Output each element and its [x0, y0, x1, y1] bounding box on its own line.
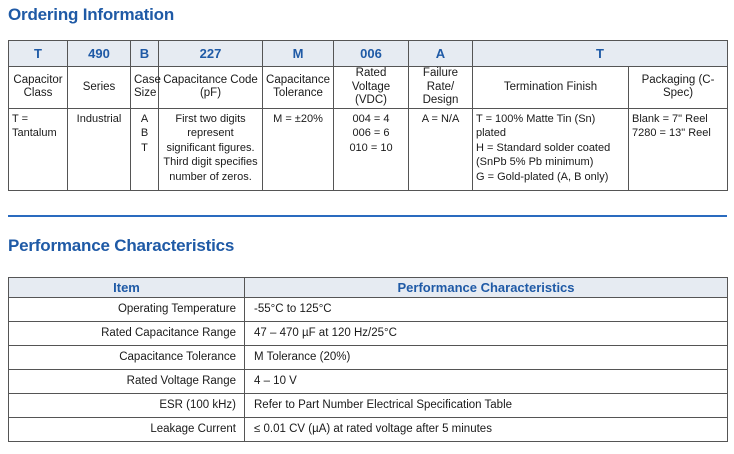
header-cell: Series: [67, 66, 131, 109]
header-cell: Rated Voltage (VDC): [333, 66, 409, 109]
code-cell: 006: [333, 40, 409, 67]
cell-line: T = 100% Matte Tin (Sn) plated: [476, 112, 596, 140]
value-cell: -55°C to 125°C: [244, 297, 728, 322]
item-cell: Operating Temperature: [8, 297, 245, 322]
rated-voltage-cell: 004 = 4 006 = 6 010 = 10: [333, 107, 409, 191]
header-row: Capacitor Class Series Case Size Capacit…: [8, 66, 729, 109]
item-cell: Rated Voltage Range: [8, 369, 245, 394]
header-cell: Termination Finish: [472, 66, 629, 109]
value-cell: 4 – 10 V: [244, 369, 728, 394]
performance-characteristics-table: Item Performance Characteristics Operati…: [8, 277, 728, 442]
capacitor-class-cell: T = Tantalum: [8, 107, 68, 191]
cell-line: number of zeros.: [169, 170, 252, 183]
ordering-information-table: T 490 B 227 M 006 A T Capacitor Class Se…: [8, 40, 729, 191]
part-code-row: T 490 B 227 M 006 A T: [8, 40, 729, 67]
table-row: Operating Temperature -55°C to 125°C: [8, 297, 728, 322]
header-cell: Case Size: [130, 66, 161, 109]
item-cell: Capacitance Tolerance: [8, 345, 245, 370]
item-column-header: Item: [8, 277, 245, 298]
cell-line: 006 = 6: [352, 127, 390, 139]
table-row: Rated Voltage Range 4 – 10 V: [8, 369, 728, 394]
item-cell: Rated Capacitance Range: [8, 321, 245, 346]
cell-line: 004 = 4: [352, 112, 390, 125]
cell-line: 010 = 10: [349, 141, 393, 154]
description-row: T = Tantalum Industrial A B T First two …: [8, 107, 729, 191]
cell-line: Industrial: [76, 112, 122, 125]
table-row: Capacitance Tolerance M Tolerance (20%): [8, 345, 728, 370]
cell-line: (SnPb 5% Pb minimum): [476, 156, 594, 168]
packaging-cell: Blank = 7" Reel 7280 = 13" Reel: [627, 107, 729, 191]
table-row: Leakage Current ≤ 0.01 CV (µA) at rated …: [8, 417, 728, 442]
table-header-row: Item Performance Characteristics: [8, 277, 728, 298]
cell-line: T =: [12, 112, 29, 125]
header-cell: Capacitor Class: [8, 66, 68, 109]
ordering-information-title: Ordering Information: [8, 5, 175, 24]
cell-line: represent: [187, 127, 234, 139]
header-cell: Capacitance Code (pF): [158, 66, 263, 109]
item-cell: Leakage Current: [8, 417, 245, 442]
cell-line: Tantalum: [12, 127, 57, 139]
code-cell: 227: [158, 40, 263, 67]
case-size-cell: A B T: [130, 107, 159, 191]
code-cell: T: [8, 40, 68, 67]
cell-line: M = ±20%: [273, 112, 323, 125]
cell-line: Third digit specifies: [163, 156, 258, 168]
performance-column-header: Performance Characteristics: [244, 277, 728, 298]
cell-line: T: [141, 141, 148, 154]
code-cell: M: [262, 40, 334, 67]
cell-line: significant figures.: [166, 141, 255, 154]
header-cell: Packaging (C-Spec): [627, 66, 729, 109]
code-cell: B: [130, 40, 159, 67]
cell-line: A = N/A: [421, 112, 460, 125]
cell-line: 7280 = 13" Reel: [632, 127, 711, 139]
tolerance-cell: M = ±20%: [262, 107, 334, 191]
cell-line: B: [140, 127, 149, 139]
header-cell: Capacitance Tolerance: [262, 66, 334, 109]
performance-characteristics-title: Performance Characteristics: [8, 236, 235, 255]
value-cell: Refer to Part Number Electrical Specific…: [244, 393, 728, 418]
series-cell: Industrial: [67, 107, 131, 191]
cell-line: Blank = 7" Reel: [632, 112, 708, 125]
header-cell: Failure Rate/ Design: [408, 66, 473, 109]
value-cell: M Tolerance (20%): [244, 345, 728, 370]
section-divider: [8, 215, 727, 217]
cell-line: H = Standard solder coated: [476, 141, 611, 154]
item-cell: ESR (100 kHz): [8, 393, 245, 418]
table-row: ESR (100 kHz) Refer to Part Number Elect…: [8, 393, 728, 418]
capacitance-code-cell: First two digits represent significant f…: [158, 107, 263, 191]
value-cell: ≤ 0.01 CV (µA) at rated voltage after 5 …: [244, 417, 728, 442]
value-cell: 47 – 470 µF at 120 Hz/25°C: [244, 321, 728, 346]
failure-rate-cell: A = N/A: [408, 107, 473, 191]
code-cell: T: [471, 40, 729, 67]
cell-line: G = Gold-plated (A, B only): [476, 170, 609, 183]
cell-line: A: [140, 112, 149, 125]
termination-finish-cell: T = 100% Matte Tin (Sn) plated H = Stand…: [472, 107, 629, 191]
code-cell: A: [408, 40, 473, 67]
code-cell: 490: [67, 40, 131, 67]
cell-line: First two digits: [175, 112, 246, 125]
table-row: Rated Capacitance Range 47 – 470 µF at 1…: [8, 321, 728, 346]
